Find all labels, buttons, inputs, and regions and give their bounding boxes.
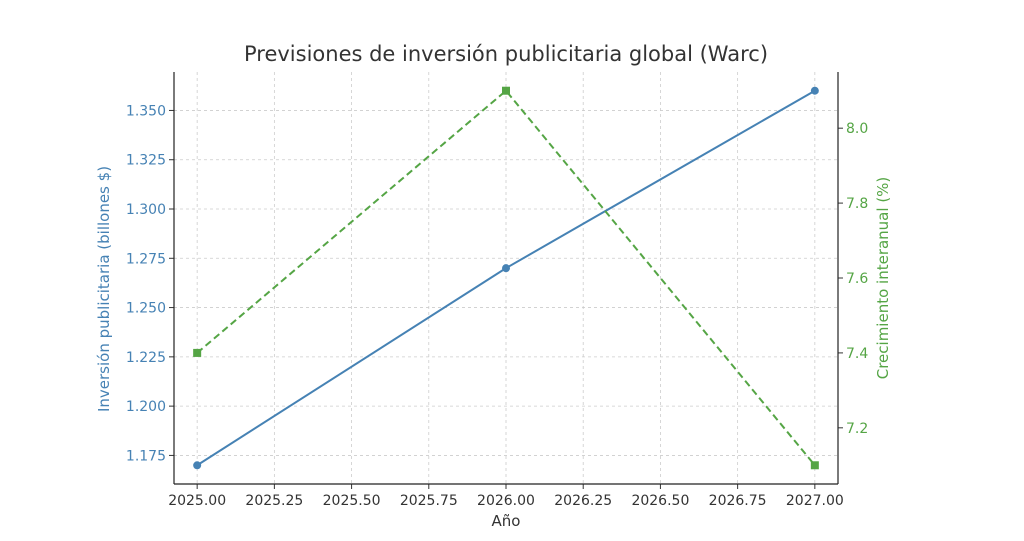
grid (174, 72, 838, 484)
series-line-right (196, 89, 816, 466)
data-point-left (810, 86, 819, 95)
x-axis-title: Año (492, 512, 521, 530)
x-tick-label: 2026.50 (631, 493, 689, 509)
series (193, 86, 819, 470)
y-right-tick-label: 7.2 (846, 421, 868, 437)
chart-title: Previsiones de inversión publicitaria gl… (244, 42, 768, 66)
y-left-tick-label: 1.250 (126, 301, 166, 317)
x-tick-label: 2027.00 (786, 493, 844, 509)
data-point-right (502, 86, 510, 95)
y-axis-left-title: Inversión publicitaria (billones $) (95, 166, 113, 412)
x-tick-label: 2026.00 (477, 493, 535, 509)
x-tick-label: 2025.25 (245, 493, 303, 509)
y-right-tick-label: 7.4 (846, 346, 868, 362)
y-right-tick-label: 7.6 (846, 271, 868, 287)
y-right-tick-label: 7.8 (846, 196, 868, 212)
y-axis-right-title: Crecimiento interanual (%) (874, 177, 892, 380)
data-point-left (193, 461, 202, 470)
y-left-tick-label: 1.350 (126, 103, 166, 119)
x-tick-label: 2026.75 (709, 493, 767, 509)
y-left-tick-label: 1.225 (126, 350, 166, 366)
y-left-tick-label: 1.300 (126, 202, 166, 218)
y-left-tick-label: 1.200 (126, 399, 166, 415)
x-tick-label: 2026.25 (554, 493, 612, 509)
y-left-tick-label: 1.325 (126, 153, 166, 169)
y-right-tick-label: 8.0 (846, 121, 868, 137)
x-tick-label: 2025.75 (400, 493, 458, 509)
data-point-left (502, 264, 510, 273)
data-point-right (810, 461, 819, 470)
y-left-tick-label: 1.175 (126, 448, 166, 464)
y-left-tick-label: 1.275 (126, 251, 166, 267)
axes: 2025.00 2025.25 2025.50 2025.75 2026.00 2026.… (126, 72, 868, 509)
x-tick-label: 2025.50 (323, 493, 381, 509)
x-tick-label: 2025.00 (168, 493, 226, 509)
data-point-right (193, 348, 202, 357)
